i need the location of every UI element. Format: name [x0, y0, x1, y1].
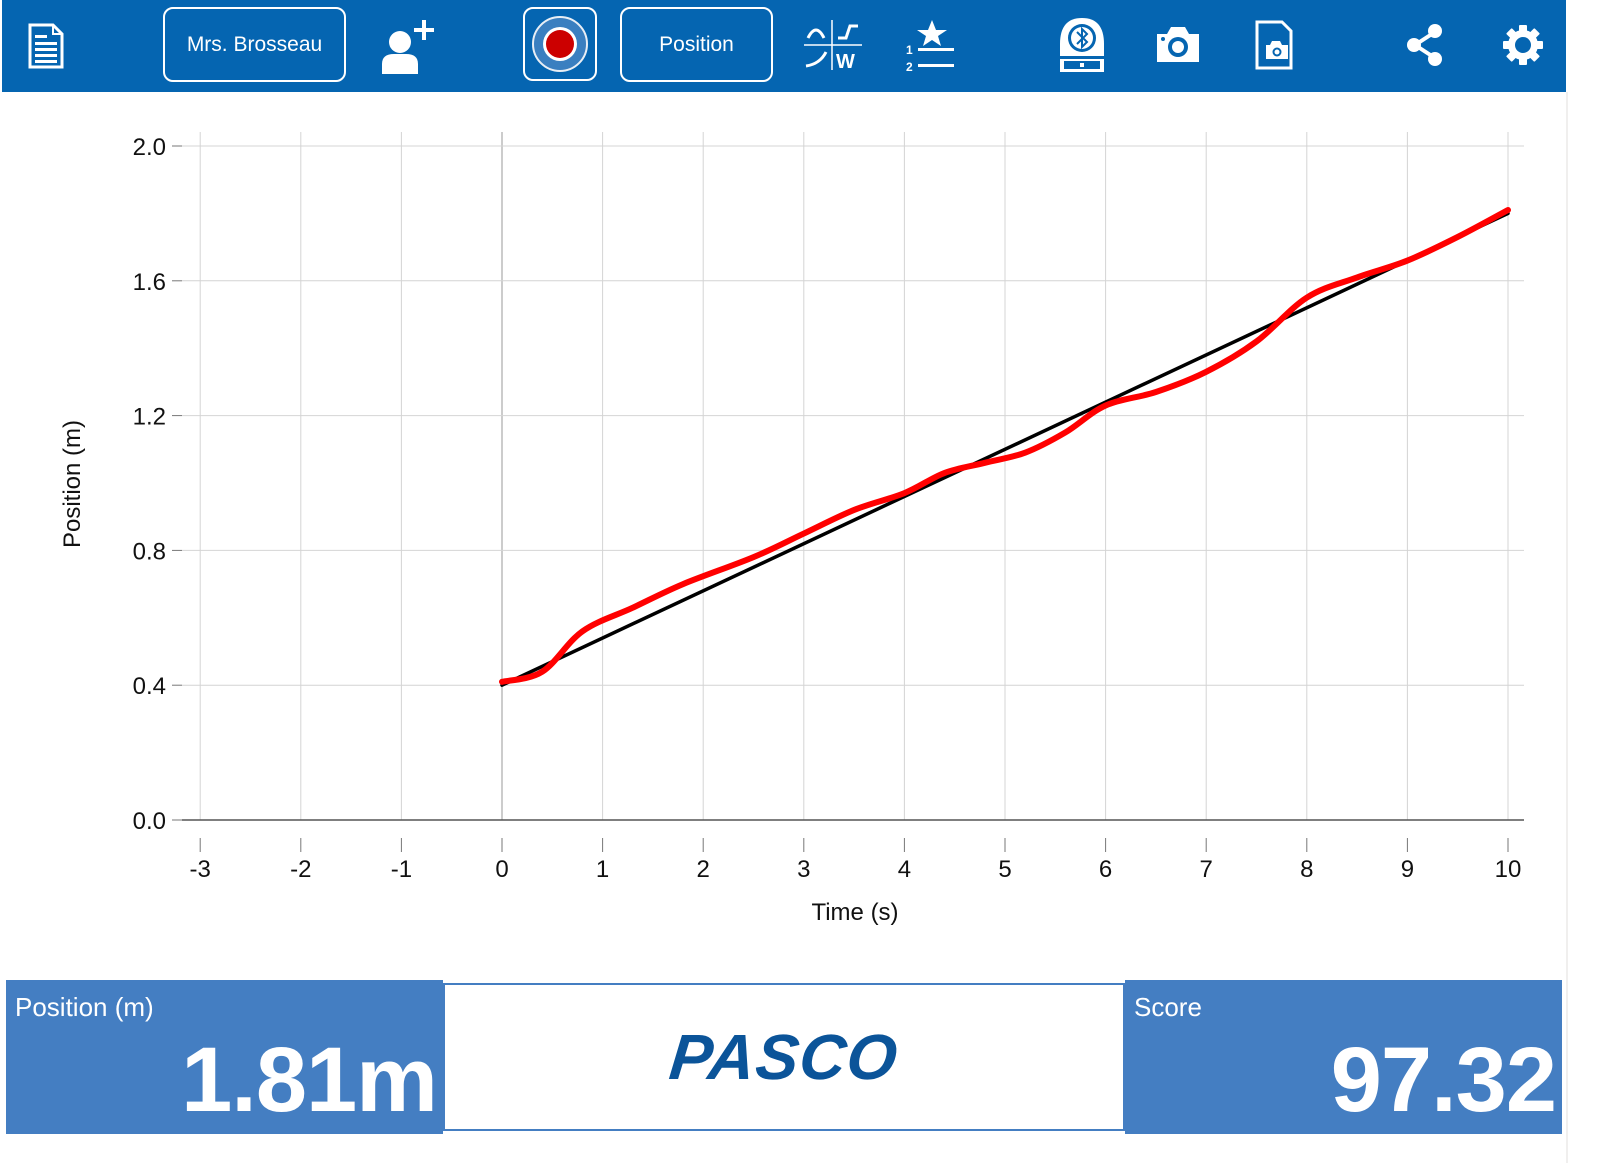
- position-meter-label: Position (m): [15, 992, 154, 1022]
- x-tick-label: 1: [596, 856, 609, 883]
- camera-icon: [1157, 27, 1199, 62]
- x-tick-label: 3: [797, 856, 810, 883]
- share-button[interactable]: [1402, 22, 1448, 68]
- journal-camera-icon: [1255, 20, 1293, 70]
- gear-icon: [1503, 25, 1543, 65]
- x-tick-label: 0: [495, 856, 508, 883]
- ranking-star-icon: 1 2: [906, 20, 954, 74]
- right-border: [1566, 92, 1568, 1163]
- y-tick-label: 0.0: [133, 808, 166, 835]
- x-tick-label: -2: [290, 856, 311, 883]
- x-tick-label: 9: [1401, 856, 1414, 883]
- y-tick-label: 2.0: [133, 134, 166, 161]
- add-user-button[interactable]: [378, 18, 438, 74]
- graph-panel[interactable]: -3 -2 -1 0 1 2 3 4 5 6 7 8 9 10 0.0 0.4 0.8 1.2 1.6 2.0 Time…: [0, 92, 1568, 977]
- position-meter-value: 1.81m: [181, 1029, 438, 1131]
- bluetooth-sensor-icon: [1060, 18, 1104, 72]
- measurement-label: Position: [659, 32, 734, 56]
- user-name-button[interactable]: Mrs. Brosseau: [163, 7, 346, 82]
- target-line: [500, 211, 1510, 687]
- y-tick-label: 1.6: [133, 269, 166, 296]
- top-toolbar: Mrs. Brosseau Position W: [2, 0, 1566, 92]
- svg-text:W: W: [836, 51, 855, 72]
- journal-snapshot-button[interactable]: [1250, 18, 1298, 72]
- sensor-connect-button[interactable]: [1054, 14, 1110, 74]
- curve-fit-button[interactable]: W: [802, 18, 864, 72]
- record-button[interactable]: [523, 7, 597, 81]
- footer-panel: Position (m) 1.81m PASCO Score 97.32: [6, 980, 1562, 1134]
- snapshot-button[interactable]: [1154, 22, 1202, 66]
- x-axis-label: Time (s): [811, 899, 898, 926]
- pasco-logo: PASCO: [666, 1021, 902, 1093]
- add-user-icon: [382, 20, 434, 74]
- y-tick-label: 0.8: [133, 538, 166, 565]
- user-name-label: Mrs. Brosseau: [186, 32, 323, 56]
- journal-button[interactable]: [24, 20, 68, 72]
- x-tick-label: 10: [1495, 856, 1522, 883]
- y-axis-label: Position (m): [59, 420, 86, 548]
- x-tick-label: 6: [1099, 856, 1112, 883]
- x-tick-label: -1: [391, 856, 412, 883]
- x-tick-label: -3: [190, 856, 211, 883]
- curve-shapes-icon: W: [804, 20, 862, 72]
- x-tick-label: 4: [898, 856, 911, 883]
- document-icon: [28, 23, 64, 69]
- measured-position-line: [499, 207, 1511, 685]
- x-tick-label: 2: [697, 856, 710, 883]
- svg-text:1: 1: [906, 43, 913, 57]
- x-tick-label: 5: [998, 856, 1011, 883]
- position-time-graph[interactable]: -3 -2 -1 0 1 2 3 4 5 6 7 8 9 10 0.0 0.4 0.8 1.2 1.6 2.0 Time…: [0, 92, 1566, 977]
- settings-button[interactable]: [1500, 22, 1546, 68]
- score-meter-value: 97.32: [1330, 1029, 1557, 1131]
- share-icon: [1407, 24, 1442, 66]
- svg-text:2: 2: [906, 60, 913, 74]
- measurement-select-button[interactable]: Position: [620, 7, 773, 82]
- record-icon: [532, 16, 588, 72]
- score-meter: Score 97.32: [1125, 980, 1562, 1134]
- position-meter: Position (m) 1.81m: [6, 980, 443, 1134]
- x-tick-label: 8: [1300, 856, 1313, 883]
- logo-panel: PASCO: [443, 983, 1125, 1131]
- x-tick-label: 7: [1200, 856, 1213, 883]
- leaderboard-button[interactable]: 1 2: [902, 16, 958, 74]
- y-tick-label: 1.2: [133, 404, 166, 431]
- y-tick-label: 0.4: [133, 673, 166, 700]
- score-meter-label: Score: [1134, 992, 1202, 1022]
